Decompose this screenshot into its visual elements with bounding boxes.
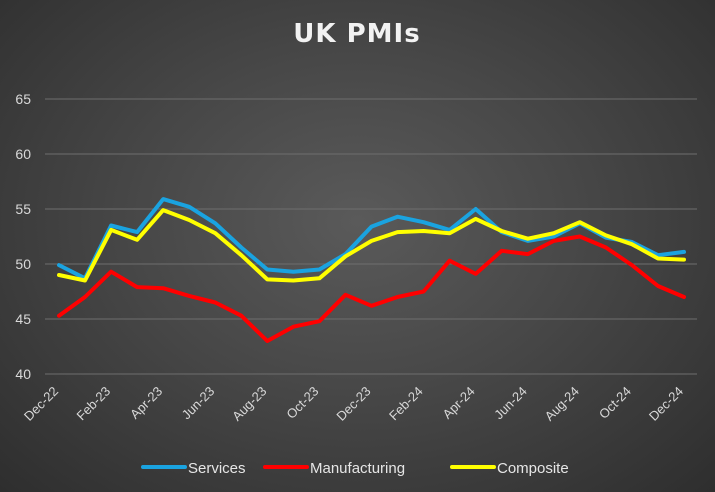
legend: Services Manufacturing Composite xyxy=(141,460,569,477)
legend-label: Services xyxy=(188,460,246,477)
x-tick-label: Dec-22 xyxy=(21,384,61,424)
legend-item-composite: Composite xyxy=(450,460,569,477)
x-tick-label: Oct-23 xyxy=(283,384,321,422)
series-lines xyxy=(57,197,686,343)
x-tick-label: Dec-24 xyxy=(646,384,686,424)
y-axis-ticks: 40 45 50 55 60 65 xyxy=(15,91,31,382)
x-tick-label: Apr-23 xyxy=(127,384,165,422)
x-tick-label: Apr-24 xyxy=(440,384,478,422)
y-tick-label: 65 xyxy=(15,91,31,107)
y-tick-label: 55 xyxy=(15,201,31,217)
legend-item-services: Services xyxy=(141,460,246,477)
x-tick-label: Feb-24 xyxy=(386,384,426,424)
series-line-manufacturing xyxy=(57,234,686,343)
x-tick-label: Aug-23 xyxy=(229,384,269,424)
x-tick-label: Aug-24 xyxy=(542,384,582,424)
legend-label: Composite xyxy=(497,460,569,477)
series-line-composite xyxy=(57,208,686,283)
y-tick-label: 45 xyxy=(15,311,31,327)
x-tick-label: Oct-24 xyxy=(596,384,634,422)
x-tick-label: Jun-24 xyxy=(491,384,530,423)
x-axis-ticks: Dec-22 Feb-23 Apr-23 Jun-23 Aug-23 Oct-23 Dec-… xyxy=(21,384,686,424)
x-tick-label: Jun-23 xyxy=(179,384,218,423)
y-tick-label: 40 xyxy=(15,366,31,382)
legend-label: Manufacturing xyxy=(310,460,405,477)
chart-title: UK PMIs xyxy=(293,19,420,49)
x-tick-label: Dec-23 xyxy=(333,384,373,424)
x-tick-label: Feb-23 xyxy=(73,384,113,424)
y-tick-label: 50 xyxy=(15,256,31,272)
gridlines xyxy=(45,98,697,375)
legend-item-manufacturing: Manufacturing xyxy=(263,460,405,477)
y-tick-label: 60 xyxy=(15,146,31,162)
series-line-services xyxy=(57,197,686,281)
